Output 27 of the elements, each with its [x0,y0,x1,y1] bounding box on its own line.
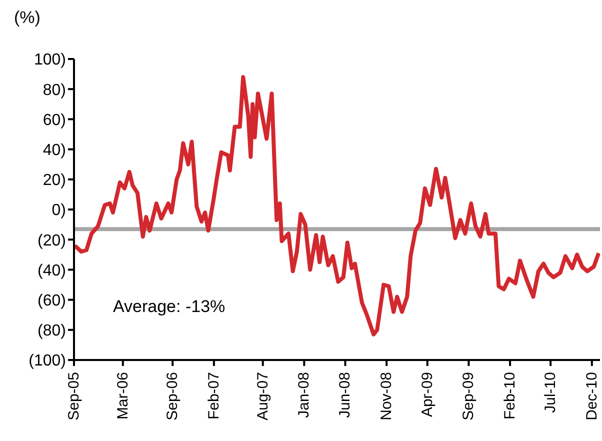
x-tick-label: Sep-05 [66,372,82,420]
x-tick-label: Jul-10 [542,372,560,413]
y-tick-label: 40) [42,142,66,159]
x-tick-label: Dec-10 [583,372,600,420]
x-tick-label: Jan-08 [296,372,313,418]
y-tick-label: 20) [42,172,66,190]
y-axis-title: (%) [14,8,40,28]
y-tick-label: 60) [42,112,66,129]
y-tick-label: (60) [38,292,66,310]
x-tick-label: Feb-10 [502,372,519,420]
annotation: Average: -13% [113,297,226,317]
y-tick-label: 100) [34,52,66,69]
y-tick-label: 0) [52,202,66,220]
x-tick-label: Feb-07 [205,372,222,420]
y-tick-label: (40) [38,262,66,280]
x-tick-label: Nov-08 [378,372,396,420]
x-tick-label: Jun-08 [336,372,354,418]
line-series [74,75,600,336]
x-tick-label: Aug-07 [254,372,272,420]
x-tick-label: Apr-09 [418,372,436,418]
y-tick-label: (80) [38,322,66,340]
x-tick-label: Sep-06 [164,372,182,420]
x-tick-label: Mar-06 [114,372,132,420]
y-tick-label: 80) [42,82,66,99]
y-tick-label: (100) [28,352,66,370]
x-tick-label: Sep-09 [460,372,478,420]
y-tick-label: (20) [38,232,66,250]
